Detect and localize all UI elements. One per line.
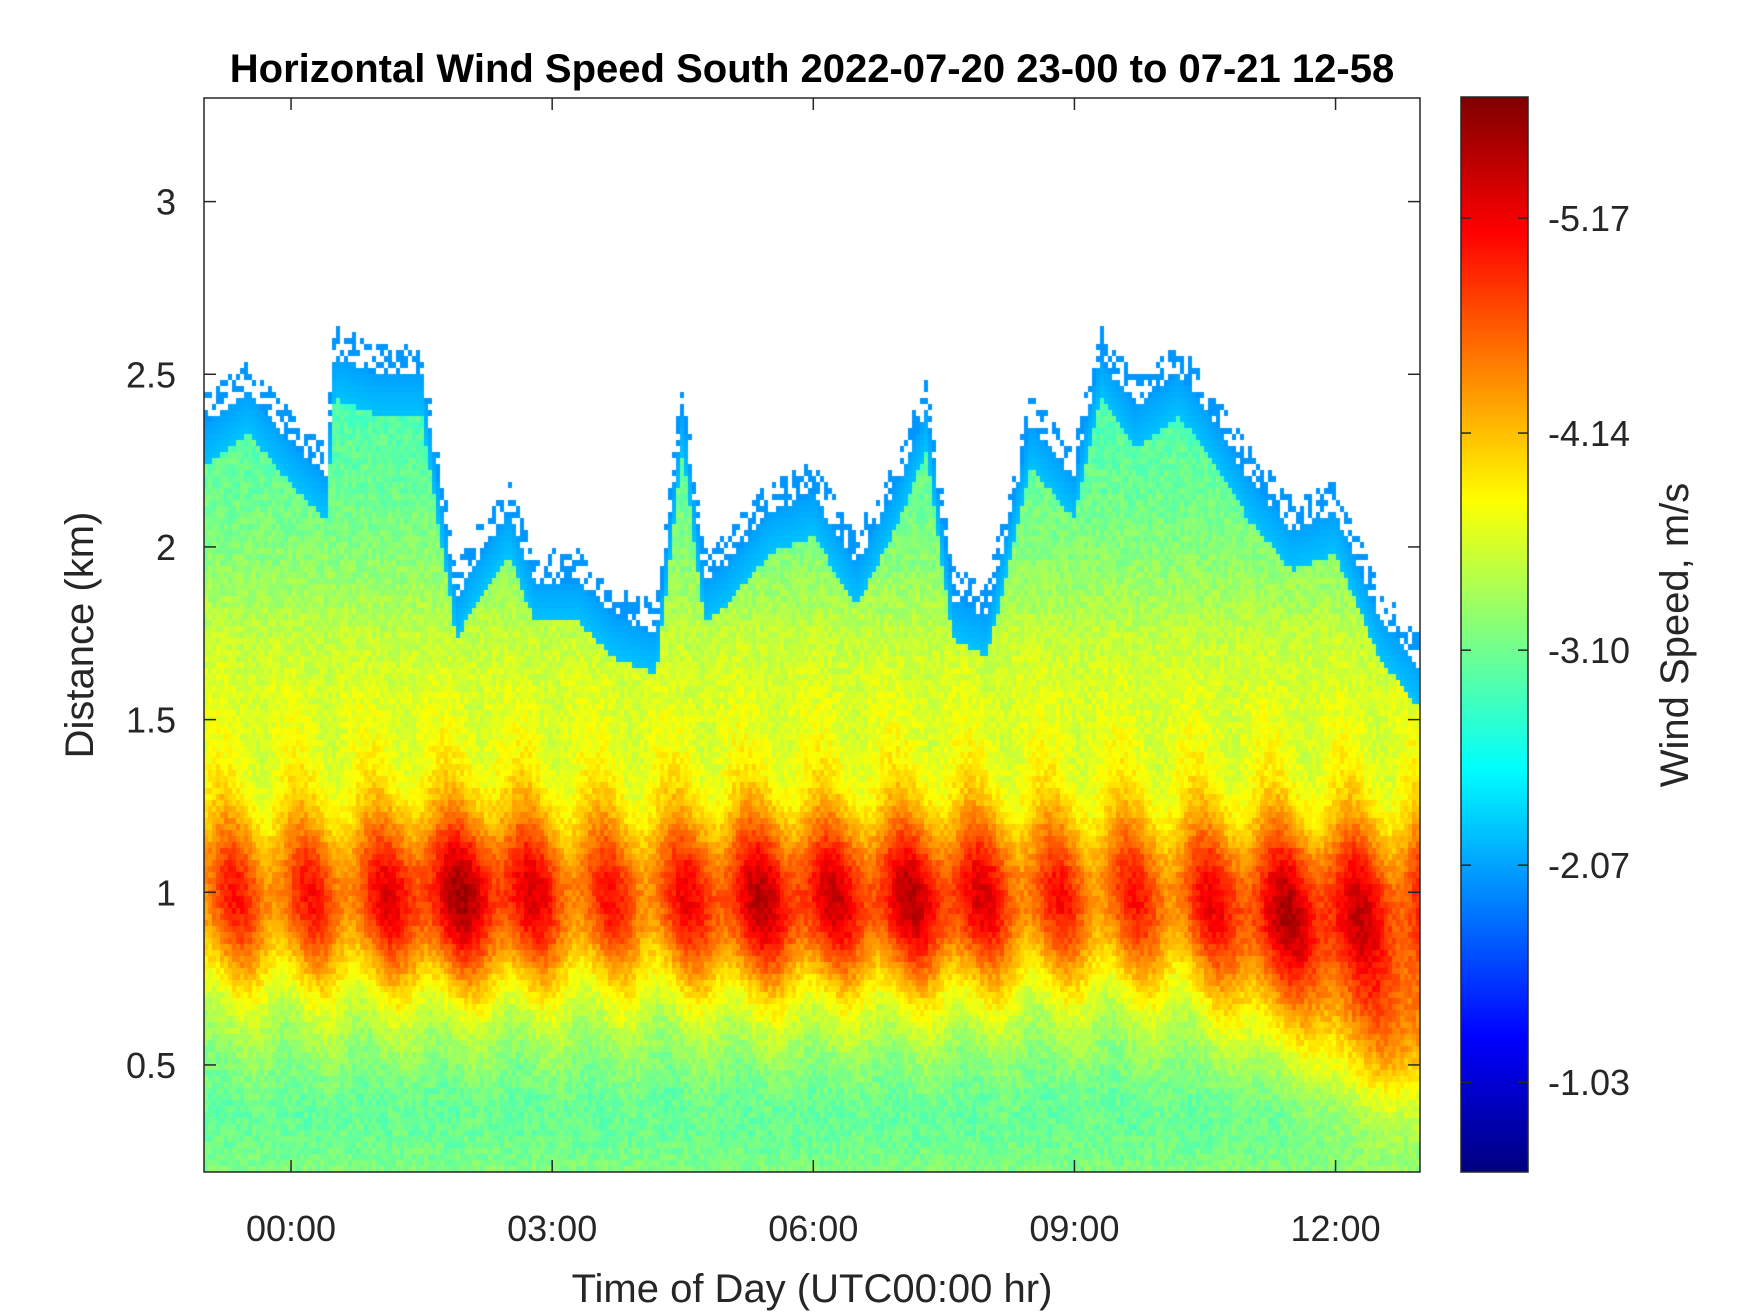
x-tick-label: 06:00 [768,1208,858,1249]
colorbar-tick-label: -2.07 [1548,845,1630,886]
x-tick-label: 09:00 [1029,1208,1119,1249]
colorbar-tick-label: -5.17 [1548,198,1630,239]
colorbar-tick-label: -4.14 [1548,413,1630,454]
x-tick-label: 03:00 [507,1208,597,1249]
x-axis: 00:00 03:00 06:00 09:00 12:00 [246,98,1381,1249]
x-tick-label: 12:00 [1291,1208,1381,1249]
y-axis: 0.5 1 1.5 2 2.5 3 [126,182,1420,1086]
y-axis-label: Distance (km) [58,512,102,759]
colorbar-label: Wind Speed, m/s [1653,483,1697,788]
colorbar-ticks: -1.03 -2.07 -3.10 -4.14 -5.17 [1461,198,1630,1103]
colorbar-frame [1460,96,1529,1173]
y-tick-label: 0.5 [126,1045,176,1086]
y-tick-label: 2.5 [126,354,176,395]
y-tick-label: 1 [156,872,176,913]
heatmap-area [204,98,1420,1172]
y-tick-label: 2 [156,527,176,568]
colorbar: -1.03 -2.07 -3.10 -4.14 -5.17 Wind Speed, m/… [1460,96,1697,1173]
plot-frame [203,97,1421,1173]
chart-title: Horizontal Wind Speed South 2022-07-20 2… [230,47,1394,91]
x-tick-label: 00:00 [246,1208,336,1249]
y-tick-label: 1.5 [126,700,176,741]
x-axis-label: Time of Day (UTC00:00 hr) [572,1267,1053,1311]
colorbar-gradient [1461,97,1528,1172]
colorbar-tick-label: -1.03 [1548,1062,1630,1103]
y-tick-label: 3 [156,182,176,223]
heatmap-raster [204,98,1420,1172]
colorbar-tick-label: -3.10 [1548,630,1630,671]
